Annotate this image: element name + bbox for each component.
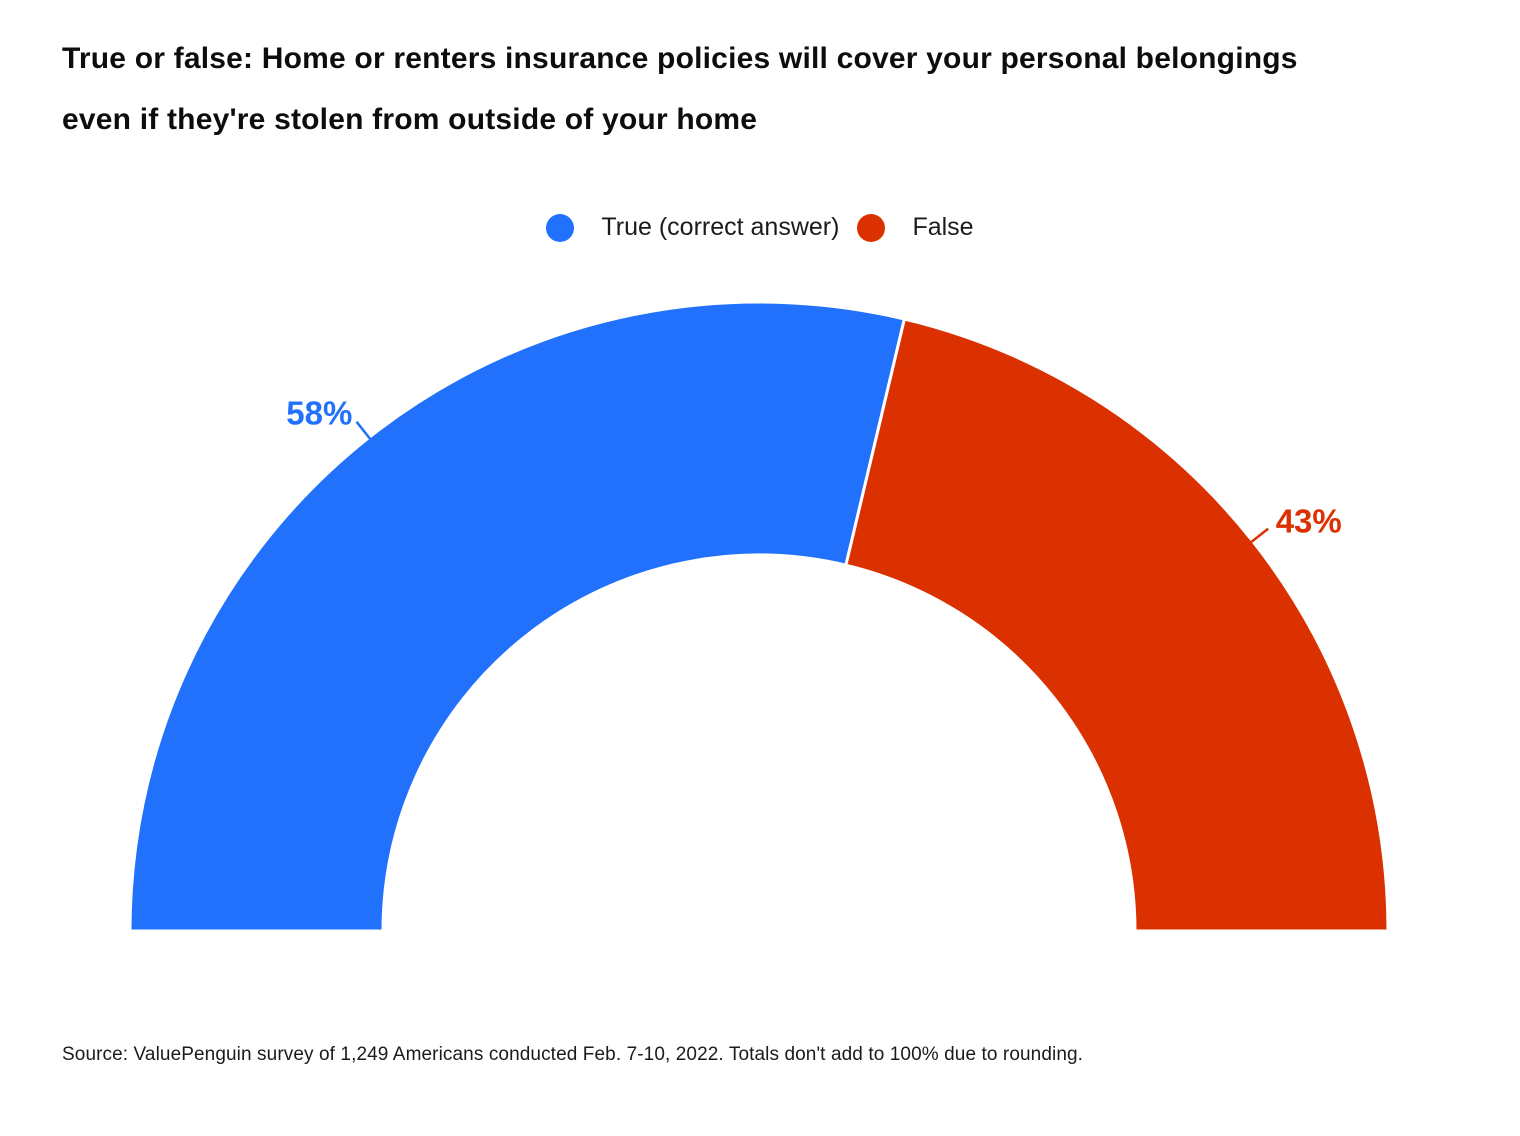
- legend-swatch-true-icon: [546, 213, 575, 242]
- page-title-line-1: True or false: Home or renters insurance…: [62, 42, 1298, 75]
- legend-label-false: False: [912, 213, 974, 241]
- donut-segment-true[interactable]: [128, 300, 906, 933]
- chart-legend: True (correct answer) False: [0, 213, 1520, 242]
- legend-item-false[interactable]: False: [857, 213, 974, 242]
- percent-label-true: 58%: [286, 394, 352, 431]
- donut-segment-false[interactable]: [844, 317, 1390, 933]
- label-leader-line-true: [355, 421, 372, 440]
- percent-label-false: 43%: [1276, 502, 1342, 539]
- legend-label-true: True (correct answer): [601, 213, 840, 241]
- source-note: Source: ValuePenguin survey of 1,249 Ame…: [62, 1044, 1084, 1065]
- page-title: True or false: Home or renters insurance…: [62, 28, 1482, 150]
- page-title-line-2: even if they're stolen from outside of y…: [62, 103, 758, 136]
- legend-swatch-false-icon: [857, 213, 886, 242]
- label-leader-line-false: [1250, 527, 1269, 544]
- legend-item-true[interactable]: True (correct answer): [546, 213, 839, 242]
